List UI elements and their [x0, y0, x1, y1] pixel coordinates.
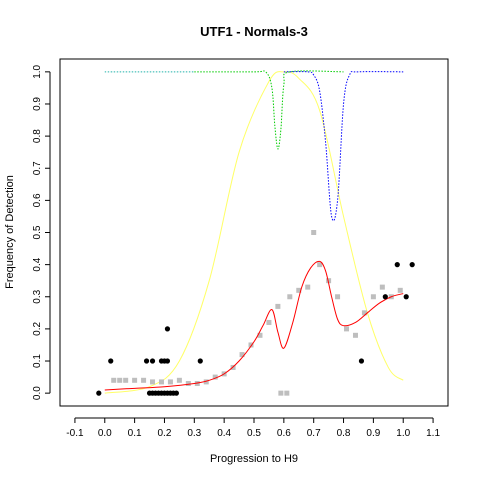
- smoothed-point: [397, 287, 403, 293]
- sample-point: [149, 358, 156, 364]
- x-axis: -0.1 0.0 0.1 0.2 0.3 0.4 0.5 0.6 0.7 0.8 0.9 1.0 1.1: [66, 417, 440, 439]
- x-tick-label: 0.0: [98, 428, 112, 439]
- plot-frame: [59, 58, 449, 407]
- smoothed-point: [141, 377, 147, 383]
- smoothed-point: [117, 377, 123, 383]
- smoothed-point: [296, 287, 302, 293]
- smoothed-point: [239, 352, 245, 358]
- smoothed-point: [123, 377, 129, 383]
- x-tick-label: 1.0: [396, 428, 410, 439]
- x-tick-label: 1.1: [426, 428, 440, 439]
- green-curve: [194, 70, 344, 150]
- sample-point: [394, 262, 400, 268]
- x-axis-title: Progression to H9: [210, 453, 298, 465]
- x-tick-label: 0.2: [158, 428, 172, 439]
- sample-point: [108, 358, 114, 364]
- envelope-curve: [104, 71, 404, 394]
- sample-point: [143, 358, 150, 364]
- x-tick-label: 0.3: [187, 428, 201, 439]
- smoothed-point: [370, 294, 376, 300]
- fit-curve: [104, 260, 404, 391]
- smoothed-point: [278, 390, 284, 396]
- sample-point: [382, 294, 388, 300]
- smoothed-point: [326, 278, 332, 284]
- x-tick-label: -0.1: [66, 428, 84, 439]
- y-tick-label: 0.3: [32, 289, 43, 303]
- sample-point: [197, 358, 203, 364]
- smoothed-point: [158, 379, 164, 385]
- x-tick-label: 0.4: [217, 428, 231, 439]
- chart-title: UTF1 - Normals-3: [200, 24, 308, 39]
- smoothed-point: [344, 326, 350, 332]
- smoothed-point: [111, 377, 117, 383]
- smoothed-point: [248, 342, 254, 348]
- y-tick-label: 1.0: [32, 64, 43, 78]
- smoothed-point: [176, 377, 182, 383]
- smoothed-point: [379, 284, 385, 290]
- smoothed-point: [284, 390, 290, 396]
- smoothed-point: [150, 379, 156, 385]
- x-tick-label: 0.8: [337, 428, 351, 439]
- smoothed-point: [212, 374, 218, 380]
- sample-point: [96, 390, 102, 396]
- sample-point: [164, 358, 171, 364]
- blue-curve: [283, 71, 404, 222]
- sample-point: [164, 326, 171, 332]
- sample-point: [409, 262, 415, 268]
- smoothed-point: [317, 262, 323, 268]
- smoothed-point: [287, 294, 293, 300]
- smoothed-point: [266, 319, 272, 325]
- x-tick-label: 0.9: [366, 428, 380, 439]
- smoothed-point: [305, 284, 311, 290]
- smoothed-point: [275, 303, 281, 309]
- y-tick-label: 0.0: [32, 386, 43, 400]
- y-tick-label: 0.5: [32, 225, 43, 239]
- y-tick-label: 0.6: [32, 193, 43, 207]
- y-tick-label: 0.8: [32, 129, 43, 143]
- smoothed-point: [361, 310, 367, 316]
- marks-layer: [96, 70, 415, 396]
- smoothed-point: [352, 332, 358, 338]
- smoothed-point: [185, 381, 191, 387]
- sample-point: [173, 390, 179, 396]
- smoothed-point: [335, 294, 341, 300]
- smoothed-point: [203, 379, 209, 385]
- x-tick-label: 0.1: [128, 428, 142, 439]
- smoothed-point: [132, 377, 138, 383]
- smoothed-point: [311, 230, 317, 235]
- sample-point: [403, 294, 409, 300]
- sample-point: [358, 358, 365, 364]
- y-tick-label: 0.4: [32, 257, 43, 271]
- y-tick-label: 0.9: [32, 97, 43, 111]
- smoothed-point: [167, 379, 173, 385]
- smoothed-point: [257, 332, 263, 338]
- y-axis-title: Frequency of Detection: [4, 175, 16, 289]
- x-tick-label: 0.5: [247, 428, 261, 439]
- x-tick-label: 0.7: [307, 428, 321, 439]
- y-tick-label: 0.2: [32, 322, 43, 336]
- x-tick-label: 0.6: [277, 428, 291, 439]
- y-axis: 0.0 0.1 0.2 0.3 0.4 0.5 0.6 0.7 0.8 0.9 1.0: [32, 64, 51, 400]
- y-tick-label: 0.7: [32, 161, 43, 175]
- y-tick-label: 0.1: [32, 354, 43, 368]
